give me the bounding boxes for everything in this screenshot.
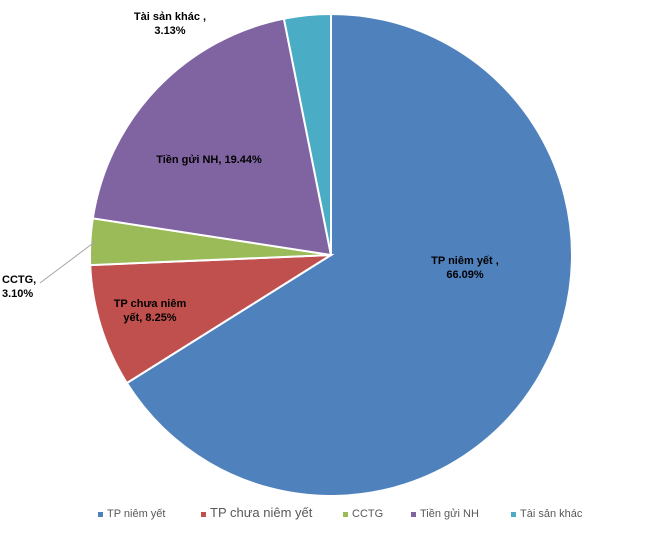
legend-swatch-1 [201,512,206,517]
legend-swatch-2 [343,512,348,517]
pie-slice-4 [282,12,332,256]
legend-label-4: Tài sản khác [520,508,583,520]
legend-item-4: Tài sản khác [511,508,583,520]
pie-slice-3 [91,17,333,257]
pie-slice-1 [89,253,335,385]
legend-label-3: Tiền gửi NH [420,508,479,520]
data-label-0: TP niêm yết , 66.09% [431,255,499,281]
pie-slice-0 [125,12,573,497]
legend-swatch-3 [411,512,416,517]
cctg-leader-line [39,240,97,284]
legend-swatch-4 [511,512,516,517]
legend-swatch-0 [98,512,103,517]
legend-label-1: TP chưa niêm yết [210,505,313,520]
legend-item-1: TP chưa niêm yết [201,505,313,520]
pie-slices [89,12,573,497]
legend: TP niêm yết TP chưa niêm yết CCTG Tiền gửi … [98,505,583,520]
data-label-4: Tài sản khác , 3.13% [134,11,206,37]
legend-label-0: TP niêm yết [107,508,166,520]
legend-item-2: CCTG [343,508,383,520]
data-labels: TP niêm yết , 66.09% TP chưa niêm yết, 8.25… [2,11,499,324]
legend-label-2: CCTG [352,508,383,520]
data-label-3: Tiền gửi NH, 19.44% [156,154,262,166]
legend-item-3: Tiền gửi NH [411,508,479,520]
data-label-2: CCTG, 3.10% [2,274,36,300]
data-label-1: TP chưa niêm yết, 8.25% [114,298,187,324]
legend-item-0: TP niêm yết [98,508,166,520]
